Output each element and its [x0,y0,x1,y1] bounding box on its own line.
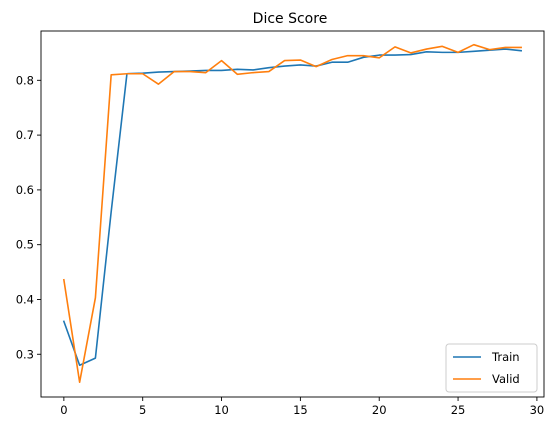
y-tick-label: 0.6 [16,183,34,197]
y-tick-label: 0.4 [16,292,34,306]
y-tick-label: 0.8 [16,73,34,87]
legend-label-train: Train [491,350,520,364]
x-tick-label: 25 [451,403,466,417]
x-tick-label: 0 [60,403,67,417]
x-axis: 0 5 10 15 20 25 30 [60,397,544,417]
legend-label-valid: Valid [492,372,520,386]
chart-title: Dice Score [253,11,328,27]
series-layer [62,43,523,384]
x-tick-label: 20 [372,403,387,417]
legend-box [445,343,538,393]
x-tick-label: 30 [530,403,545,417]
x-tick-label: 5 [139,403,146,417]
x-tick-label: 15 [293,403,308,417]
y-tick-label: 0.3 [16,347,34,361]
plot-area [40,30,545,398]
y-tick-label: 0.7 [16,128,34,142]
series-line-valid [62,43,522,384]
legend: Train Valid [445,343,538,393]
y-axis: 0.3 0.4 0.5 0.6 0.7 0.8 [16,73,41,361]
x-tick-label: 10 [214,403,229,417]
y-tick-label: 0.5 [16,238,34,252]
